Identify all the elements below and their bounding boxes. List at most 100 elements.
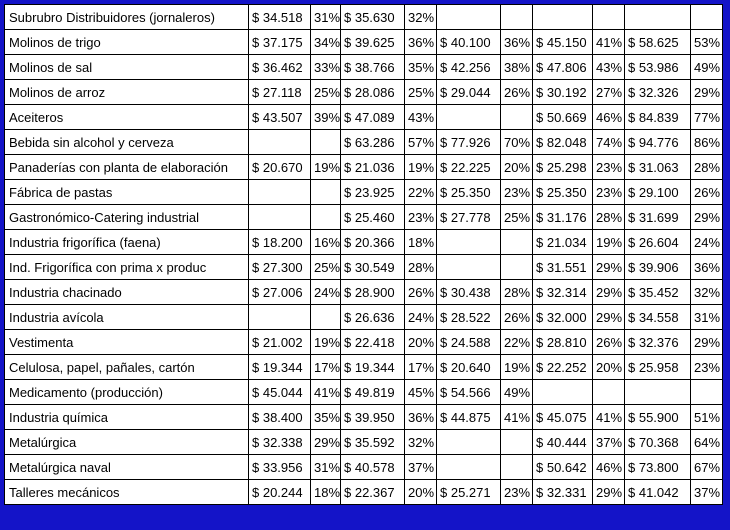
percent-cell: 28% bbox=[690, 154, 723, 180]
row-label: Industria frigorífica (faena) bbox=[4, 229, 249, 255]
amount-cell: $ 20.244 bbox=[248, 479, 311, 505]
table-row: Molinos de trigo $ 37.175 34% $ 39.625 36% $ … bbox=[4, 29, 723, 55]
percent-cell: 26% bbox=[690, 179, 723, 205]
percent-cell: 35% bbox=[310, 404, 341, 430]
amount-cell: $ 28.900 bbox=[340, 279, 405, 305]
amount-cell: $ 58.625 bbox=[624, 29, 691, 55]
row-label: Molinos de trigo bbox=[4, 29, 249, 55]
percent-cell: 51% bbox=[690, 404, 723, 430]
percent-cell: 17% bbox=[404, 354, 437, 380]
percent-cell: 29% bbox=[690, 79, 723, 105]
amount-cell: $ 39.950 bbox=[340, 404, 405, 430]
row-label: Aceiteros bbox=[4, 104, 249, 130]
table-row: Molinos de arroz $ 27.118 25% $ 28.086 25% $ … bbox=[4, 79, 723, 105]
row-label: Celulosa, papel, pañales, cartón bbox=[4, 354, 249, 380]
amount-cell: $ 82.048 bbox=[532, 129, 593, 155]
percent-cell: 53% bbox=[690, 29, 723, 55]
percent-cell: 31% bbox=[310, 4, 341, 30]
percent-cell: 46% bbox=[592, 454, 625, 480]
percent-cell: 24% bbox=[690, 229, 723, 255]
amount-cell: $ 24.588 bbox=[436, 329, 501, 355]
empty-cell bbox=[248, 204, 311, 230]
amount-cell: $ 44.875 bbox=[436, 404, 501, 430]
empty-cell bbox=[690, 4, 723, 30]
percent-cell: 41% bbox=[310, 379, 341, 405]
amount-cell: $ 41.042 bbox=[624, 479, 691, 505]
row-label: Medicamento (producción) bbox=[4, 379, 249, 405]
percent-cell: 67% bbox=[690, 454, 723, 480]
amount-cell: $ 21.002 bbox=[248, 329, 311, 355]
percent-cell: 38% bbox=[500, 54, 533, 80]
amount-cell: $ 20.640 bbox=[436, 354, 501, 380]
table-row: Celulosa, papel, pañales, cartón $ 19.344… bbox=[4, 354, 723, 380]
amount-cell: $ 38.400 bbox=[248, 404, 311, 430]
percent-cell: 29% bbox=[690, 204, 723, 230]
percent-cell: 36% bbox=[500, 29, 533, 55]
amount-cell: $ 33.956 bbox=[248, 454, 311, 480]
amount-cell: $ 40.100 bbox=[436, 29, 501, 55]
empty-cell bbox=[248, 179, 311, 205]
table-row: Panaderías con planta de elaboración $ 20… bbox=[4, 154, 723, 180]
amount-cell: $ 31.063 bbox=[624, 154, 691, 180]
table-row: Molinos de sal $ 36.462 33% $ 38.766 35% $ 42… bbox=[4, 54, 723, 80]
amount-cell: $ 94.776 bbox=[624, 129, 691, 155]
table-row: Subrubro Distribuidores (jornaleros) $ 34… bbox=[4, 4, 723, 30]
percent-cell: 25% bbox=[500, 204, 533, 230]
empty-cell bbox=[690, 379, 723, 405]
amount-cell: $ 30.438 bbox=[436, 279, 501, 305]
amount-cell: $ 25.350 bbox=[436, 179, 501, 205]
amount-cell: $ 37.175 bbox=[248, 29, 311, 55]
row-label: Metalúrgica naval bbox=[4, 454, 249, 480]
percent-cell: 26% bbox=[500, 304, 533, 330]
amount-cell: $ 21.036 bbox=[340, 154, 405, 180]
row-label: Talleres mecánicos bbox=[4, 479, 249, 505]
amount-cell: $ 70.368 bbox=[624, 429, 691, 455]
empty-cell bbox=[624, 4, 691, 30]
percent-cell: 77% bbox=[690, 104, 723, 130]
amount-cell: $ 45.044 bbox=[248, 379, 311, 405]
amount-cell: $ 26.604 bbox=[624, 229, 691, 255]
percent-cell: 32% bbox=[690, 279, 723, 305]
empty-cell bbox=[248, 304, 311, 330]
table-row: Industria chacinado $ 27.006 24% $ 28.900 26… bbox=[4, 279, 723, 305]
percent-cell: 29% bbox=[592, 304, 625, 330]
amount-cell: $ 73.800 bbox=[624, 454, 691, 480]
amount-cell: $ 77.926 bbox=[436, 129, 501, 155]
percent-cell: 41% bbox=[500, 404, 533, 430]
percent-cell: 29% bbox=[592, 479, 625, 505]
amount-cell: $ 21.034 bbox=[532, 229, 593, 255]
empty-cell bbox=[532, 379, 593, 405]
table-row: Medicamento (producción) $ 45.044 41% $ 49.… bbox=[4, 379, 723, 405]
table-row: Fábrica de pastas $ 23.925 22% $ 25.350 23% $… bbox=[4, 179, 723, 205]
amount-cell: $ 49.819 bbox=[340, 379, 405, 405]
amount-cell: $ 35.592 bbox=[340, 429, 405, 455]
amount-cell: $ 18.200 bbox=[248, 229, 311, 255]
amount-cell: $ 32.314 bbox=[532, 279, 593, 305]
amount-cell: $ 45.075 bbox=[532, 404, 593, 430]
percent-cell: 43% bbox=[592, 54, 625, 80]
percent-cell: 49% bbox=[500, 379, 533, 405]
percent-cell: 36% bbox=[404, 404, 437, 430]
table-row: Vestimenta $ 21.002 19% $ 22.418 20% $ 24.588… bbox=[4, 329, 723, 355]
amount-cell: $ 32.326 bbox=[624, 79, 691, 105]
amount-cell: $ 47.089 bbox=[340, 104, 405, 130]
row-label: Panaderías con planta de elaboración bbox=[4, 154, 249, 180]
amount-cell: $ 39.906 bbox=[624, 254, 691, 280]
percent-cell: 37% bbox=[592, 429, 625, 455]
amount-cell: $ 35.452 bbox=[624, 279, 691, 305]
amount-cell: $ 47.806 bbox=[532, 54, 593, 80]
amount-cell: $ 34.518 bbox=[248, 4, 311, 30]
amount-cell: $ 25.271 bbox=[436, 479, 501, 505]
empty-cell bbox=[592, 379, 625, 405]
empty-cell bbox=[592, 4, 625, 30]
percent-cell: 23% bbox=[690, 354, 723, 380]
empty-cell bbox=[310, 179, 341, 205]
empty-cell bbox=[436, 454, 501, 480]
percent-cell: 74% bbox=[592, 129, 625, 155]
empty-cell bbox=[500, 254, 533, 280]
percent-cell: 22% bbox=[404, 179, 437, 205]
amount-cell: $ 32.000 bbox=[532, 304, 593, 330]
empty-cell bbox=[624, 379, 691, 405]
row-label: Fábrica de pastas bbox=[4, 179, 249, 205]
